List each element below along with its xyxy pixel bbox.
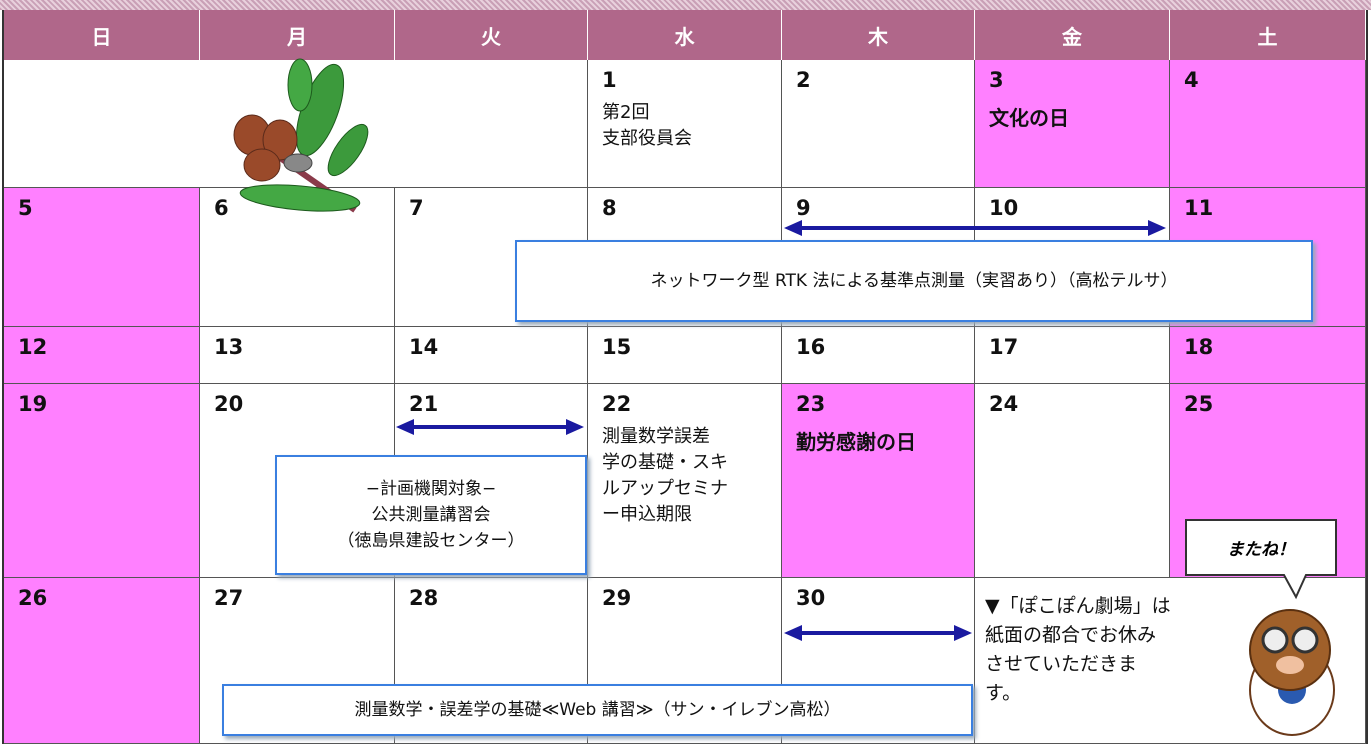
callout-line: 公共測量講習会 xyxy=(371,505,491,525)
weekday-header: 金 xyxy=(975,10,1170,60)
note-line: 学の基礎・スキ xyxy=(602,452,728,473)
day-number: 18 xyxy=(1184,335,1214,359)
day-number: 7 xyxy=(409,196,424,220)
speech-bubble xyxy=(1185,519,1337,600)
callout: ネットワーク型 RTK 法による基準点測量（実習あり）（高松テルサ） xyxy=(515,240,1313,322)
day-cell: 12 xyxy=(4,327,200,384)
notice: ▼「ぽこぽん劇場」は 紙面の都合でお休み させていただきま す。 xyxy=(985,592,1171,708)
day-number: 14 xyxy=(409,335,439,359)
day-number: 3 xyxy=(989,68,1004,92)
day-number: 25 xyxy=(1184,392,1214,416)
weekday-header: 水 xyxy=(588,10,782,60)
callout: −計画機関対象− 公共測量講習会 （徳島県建設センター） xyxy=(275,455,587,575)
day-number: 27 xyxy=(214,586,244,610)
holiday-name: 勤労感謝の日 xyxy=(796,430,916,454)
weekday-header: 木 xyxy=(782,10,975,60)
holiday-name: 文化の日 xyxy=(989,106,1069,130)
note-line: 支部役員会 xyxy=(602,128,692,149)
weekday-header: 火 xyxy=(395,10,588,60)
callout-line: ネットワーク型 RTK 法による基準点測量（実習あり）（高松テルサ） xyxy=(650,271,1178,291)
note-line: 第2回 xyxy=(602,102,650,123)
day-cell: 17 xyxy=(975,327,1170,384)
day-number: 9 xyxy=(796,196,811,220)
bubble-text: またね！ xyxy=(1227,540,1295,560)
day-cell: 2 xyxy=(782,60,975,188)
notice-line: す。 xyxy=(985,682,1022,704)
arrows xyxy=(396,220,1166,641)
day-number: 21 xyxy=(409,392,439,416)
note-line: 測量数学誤差 xyxy=(602,426,710,447)
weekday-header: 月 xyxy=(200,10,395,60)
day-cell: 19 xyxy=(4,384,200,578)
callout-line: （徳島県建設センター） xyxy=(337,531,525,551)
day-cell: 15 xyxy=(588,327,782,384)
tanuki-illustration xyxy=(1249,609,1335,736)
note-line: ー申込期限 xyxy=(602,504,692,525)
callout-line: −計画機関対象− xyxy=(365,479,497,499)
notice-line: ▼「ぽこぽん劇場」は xyxy=(985,595,1171,617)
day-cell: 4 xyxy=(1170,60,1366,188)
notice-line: 紙面の都合でお休み xyxy=(985,624,1157,646)
day-number: 23 xyxy=(796,392,826,416)
day-number: 29 xyxy=(602,586,632,610)
weekday-header: 日 xyxy=(4,10,200,60)
cell-note: 第2回支部役員会 xyxy=(602,100,692,152)
day-number: 8 xyxy=(602,196,617,220)
day-number: 26 xyxy=(18,586,48,610)
day-number: 12 xyxy=(18,335,48,359)
day-number: 24 xyxy=(989,392,1019,416)
day-cell: 1 第2回支部役員会 xyxy=(588,60,782,188)
weekday-header: 土 xyxy=(1170,10,1366,60)
day-number: 4 xyxy=(1184,68,1199,92)
day-cell: 3 文化の日 xyxy=(975,60,1170,188)
day-cell: 5 xyxy=(4,188,200,327)
day-cell: 13 xyxy=(200,327,395,384)
top-strip xyxy=(0,0,1371,10)
day-cell: 24 xyxy=(975,384,1170,578)
day-number: 15 xyxy=(602,335,632,359)
day-cell: 23 勤労感謝の日 xyxy=(782,384,975,578)
day-number: 6 xyxy=(214,196,229,220)
cell-note: 測量数学誤差 学の基礎・スキ ルアップセミナ ー申込期限 xyxy=(602,424,728,528)
day-number: 30 xyxy=(796,586,826,610)
day-cell: 6 xyxy=(200,188,395,327)
day-number: 22 xyxy=(602,392,632,416)
day-cell: 22 測量数学誤差 学の基礎・スキ ルアップセミナ ー申込期限 xyxy=(588,384,782,578)
acorn-illustration xyxy=(233,58,369,213)
day-number: 16 xyxy=(796,335,826,359)
day-cell: 14 xyxy=(395,327,588,384)
day-cell: 26 xyxy=(4,578,200,744)
day-number: 28 xyxy=(409,586,439,610)
day-number: 1 xyxy=(602,68,617,92)
callout: 測量数学・誤差学の基礎≪Web 講習≫（サン・イレブン高松） xyxy=(222,684,973,736)
day-number: 10 xyxy=(989,196,1019,220)
day-cell: 18 xyxy=(1170,327,1366,384)
day-number: 13 xyxy=(214,335,244,359)
day-number: 19 xyxy=(18,392,48,416)
day-number: 17 xyxy=(989,335,1019,359)
day-number: 5 xyxy=(18,196,33,220)
day-number: 2 xyxy=(796,68,811,92)
day-number: 11 xyxy=(1184,196,1214,220)
day-cell: 16 xyxy=(782,327,975,384)
callout-line: 測量数学・誤差学の基礎≪Web 講習≫（サン・イレブン高松） xyxy=(354,700,841,720)
day-number: 20 xyxy=(214,392,244,416)
note-line: ルアップセミナ xyxy=(602,478,728,499)
notice-line: させていただきま xyxy=(985,653,1138,675)
